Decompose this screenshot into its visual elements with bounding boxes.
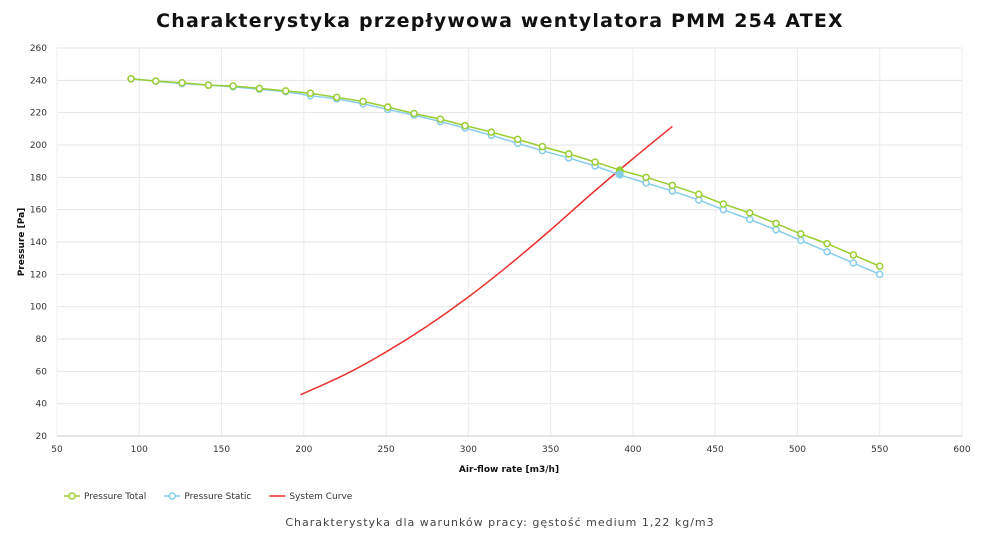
y-tick-label: 140	[30, 238, 47, 248]
y-tick-label: 20	[36, 432, 48, 442]
pressure-total-point	[410, 109, 418, 118]
pressure-static-line	[130, 77, 881, 276]
operating-point-static	[615, 170, 624, 179]
y-tick-label: 100	[30, 303, 47, 313]
pressure-total-point	[436, 115, 445, 123]
pressure-total-point	[383, 103, 392, 111]
grid	[56, 47, 963, 437]
x-tick-label: 500	[789, 445, 806, 455]
pressure-total-point	[875, 262, 884, 270]
pressure-static-point	[823, 247, 831, 256]
pressure-static-point	[745, 215, 754, 224]
pressure-total-point	[823, 239, 831, 248]
system-curve-line	[300, 125, 673, 396]
pressure-total-point	[204, 81, 213, 89]
pressure-total-point	[487, 128, 496, 136]
x-axis-title: Air-flow rate [m3/h]	[459, 465, 559, 475]
legend-marker	[168, 492, 177, 500]
y-tick-label: 80	[36, 335, 48, 345]
series-layer	[127, 74, 884, 396]
legend: Pressure Total Pressure Static System Curv…	[64, 492, 353, 502]
pressure-total-point	[281, 87, 290, 95]
x-tick-label: 200	[295, 445, 312, 455]
pressure-static-point	[772, 226, 780, 234]
y-tick-label: 120	[30, 270, 47, 280]
y-tick-label: 160	[30, 206, 47, 216]
legend-marker	[68, 492, 76, 500]
pressure-total-point	[151, 77, 160, 85]
x-tick-label: 450	[707, 445, 724, 455]
pressure-total-point	[127, 74, 135, 83]
pressure-static-point	[796, 236, 805, 245]
legend-label: System Curve	[289, 492, 352, 502]
pressure-total-point	[255, 84, 264, 93]
x-tick-label: 150	[213, 445, 230, 455]
pressure-total-point	[694, 190, 703, 199]
x-tick-label: 300	[460, 445, 477, 455]
pressure-static-point	[875, 270, 884, 279]
series-pressure-total	[127, 74, 884, 270]
pressure-total-point	[564, 150, 573, 158]
chart-title: Charakterystyka przepływowa wentylatora …	[156, 10, 844, 32]
pressure-total-point	[306, 89, 315, 98]
pressure-total-point	[796, 230, 805, 238]
y-tick-label: 220	[30, 109, 47, 119]
legend-label: Pressure Total	[84, 492, 146, 502]
x-tick-label: 350	[542, 445, 559, 455]
pressure-static-point	[849, 259, 858, 267]
y-axis-title: Pressure [Pa]	[17, 208, 27, 277]
pressure-total-point	[719, 200, 728, 208]
pressure-total-point	[513, 135, 522, 144]
x-tick-label: 550	[871, 445, 888, 455]
legend-item-pressure-total[interactable]: Pressure Total	[64, 492, 146, 502]
axes: 20 40 60 80 100 120 140 160 180 200 220 240 260 50 100…	[30, 44, 971, 455]
pressure-total-line	[130, 77, 881, 267]
pressure-total-point	[359, 97, 367, 106]
x-tick-label: 100	[131, 445, 148, 455]
y-tick-label: 200	[30, 141, 47, 151]
legend-item-system-curve[interactable]: System Curve	[269, 492, 353, 502]
y-tick-label: 180	[30, 173, 47, 183]
legend-item-pressure-static[interactable]: Pressure Static	[164, 492, 251, 502]
pressure-total-point	[229, 82, 237, 90]
pressure-total-point	[849, 251, 858, 259]
pressure-total-point	[591, 158, 599, 166]
legend-label: Pressure Static	[184, 492, 251, 502]
pressure-total-point	[772, 219, 780, 228]
x-tick-label: 50	[51, 445, 63, 455]
pressure-total-point	[332, 93, 341, 102]
pressure-total-point	[642, 173, 650, 182]
y-tick-label: 60	[36, 367, 48, 377]
pressure-total-point	[745, 209, 754, 217]
pressure-total-point	[668, 181, 677, 190]
y-tick-label: 240	[30, 76, 47, 86]
pressure-total-point	[178, 79, 186, 87]
x-tick-label: 600	[953, 445, 970, 455]
pressure-total-point	[538, 142, 547, 151]
footnote: Charakterystyka dla warunków pracy: gęst…	[285, 516, 715, 529]
series-pressure-static	[127, 74, 884, 279]
y-tick-label: 260	[30, 44, 47, 54]
x-tick-label: 250	[377, 445, 394, 455]
series-system-curve	[300, 125, 673, 396]
pressure-total-point	[461, 121, 469, 130]
x-tick-label: 400	[624, 445, 641, 455]
y-tick-label: 40	[36, 400, 48, 410]
